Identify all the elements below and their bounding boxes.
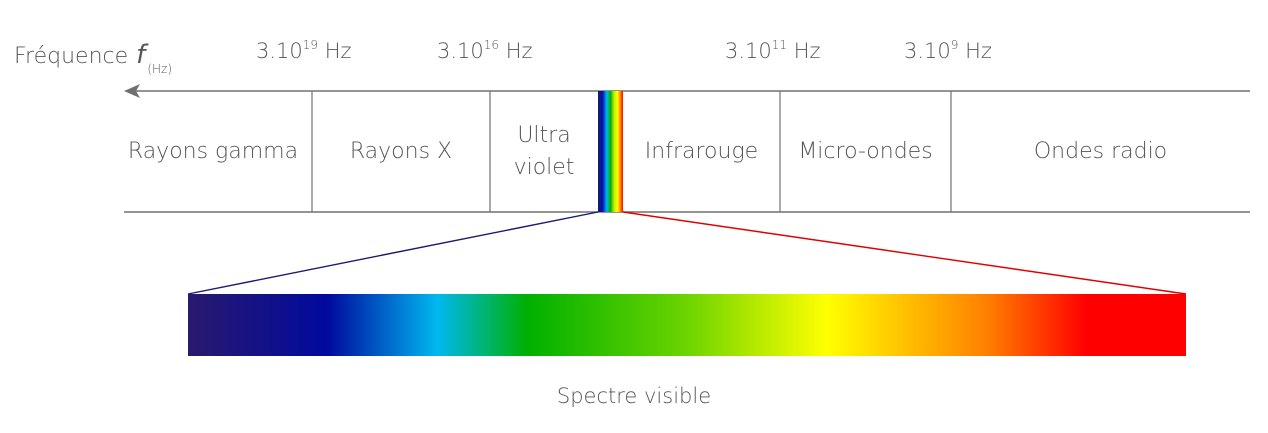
visible-spectrum-bar (188, 294, 1186, 356)
frequency-tick: 3.1016 Hz (437, 38, 533, 63)
frequency-unit: (Hz) (147, 62, 173, 76)
band-gamma-label: Rayons gamma (127, 139, 299, 164)
visible-band-strip (598, 91, 623, 212)
band-infrared: Infrarouge (623, 92, 780, 212)
band-uv-label-line1: Ultra (517, 123, 571, 148)
frequency-tick: 3.109 Hz (904, 38, 992, 63)
band-uv-label-line2: violet (513, 155, 575, 180)
band-radio: Ondes radio (951, 92, 1250, 212)
band-infrared-label: Infrarouge (644, 139, 759, 164)
band-xray-label: Rayons X (349, 139, 453, 164)
band-gamma: Rayons gamma (114, 92, 312, 212)
connector-right (622, 211, 1187, 295)
frequency-label-text: Fréquence (14, 44, 129, 69)
band-xray: Rayons X (312, 92, 490, 212)
frequency-symbol: f (136, 40, 146, 70)
band-microwave-label: Micro-ondes (798, 139, 933, 164)
connector-left (187, 211, 599, 295)
frequency-tick: 3.1019 Hz (256, 38, 352, 63)
band-microwave: Micro-ondes (780, 92, 951, 212)
frequency-tick: 3.1011 Hz (725, 38, 821, 63)
frequency-axis-label: Fréquence f (Hz) (14, 40, 172, 76)
visible-spectrum-caption: Spectre visible (556, 384, 712, 408)
axis-arrow-icon (124, 84, 140, 98)
band-radio-label: Ondes radio (1033, 139, 1168, 164)
band-ultraviolet: Ultra violet (490, 92, 598, 212)
